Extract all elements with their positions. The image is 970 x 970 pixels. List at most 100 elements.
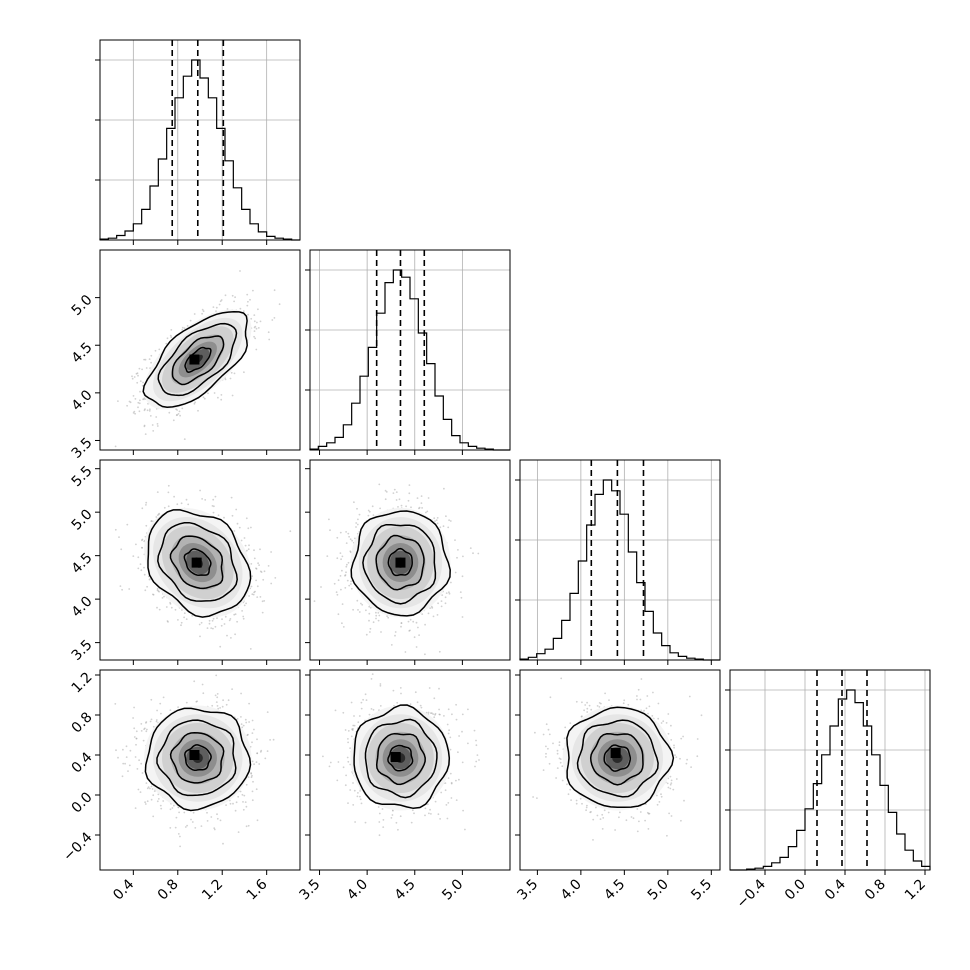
scatter-point (158, 608, 161, 611)
scatter-point (255, 568, 258, 570)
y-tick-label: 4.0 (69, 593, 96, 620)
scatter-point (216, 617, 218, 619)
scatter-point (247, 313, 249, 316)
scatter-point (247, 824, 250, 827)
scatter-point (263, 570, 266, 573)
scatter-point (349, 538, 352, 541)
scatter-point (170, 336, 173, 339)
scatter-point (289, 530, 292, 533)
scatter-point (194, 401, 197, 404)
scatter-point (176, 414, 179, 416)
scatter-point (128, 588, 131, 590)
y-tick-label: 5.5 (69, 463, 96, 490)
y-tick-label: 5.0 (69, 507, 96, 534)
scatter-point (211, 619, 214, 622)
scatter-point (136, 768, 139, 770)
scatter-point (261, 611, 264, 614)
scatter-point (242, 617, 245, 620)
scatter-point (240, 692, 243, 695)
scatter-point (148, 410, 151, 412)
scatter-point (369, 627, 372, 630)
scatter-point (145, 501, 148, 504)
scatter-point (441, 594, 444, 596)
scatter-point (166, 620, 169, 622)
scatter-point (259, 751, 262, 753)
scatter-point (450, 581, 452, 584)
scatter-point (356, 507, 358, 510)
scatter-point (445, 515, 447, 518)
scatter-point (128, 400, 131, 403)
scatter-point (243, 537, 246, 539)
scatter-point (199, 489, 202, 492)
panel-frame (99, 459, 301, 661)
scatter-point (253, 330, 256, 332)
scatter-point (357, 518, 359, 521)
scatter-point (137, 401, 140, 404)
scatter-point (251, 774, 253, 777)
scatter-point (340, 558, 342, 561)
scatter-point (167, 491, 170, 494)
scatter-point (390, 644, 393, 646)
scatter-point (353, 501, 355, 504)
scatter-point (118, 536, 120, 538)
scatter-point (326, 555, 329, 557)
scatter-point (238, 526, 241, 529)
scatter-point (368, 619, 370, 622)
scatter-point (432, 615, 435, 618)
scatter-point (150, 520, 153, 523)
scatter-point (345, 542, 348, 544)
scatter-point (156, 514, 159, 516)
scatter-point (217, 396, 219, 399)
scatter-point (157, 590, 160, 592)
scatter-point (247, 527, 250, 530)
y-tick-label: 3.5 (69, 435, 96, 462)
scatter-point (131, 375, 133, 378)
scatter-point (384, 489, 387, 492)
scatter-point (143, 573, 146, 576)
scatter-point (436, 522, 439, 525)
y-tick-label: 4.5 (69, 550, 96, 577)
x-tick-label: 1.2 (902, 876, 929, 903)
scatter-point (387, 616, 390, 619)
scatter-point (156, 709, 159, 712)
scatter-point (375, 617, 377, 620)
scatter-point (457, 549, 459, 551)
scatter-point (448, 592, 451, 595)
scatter-point (223, 516, 225, 519)
scatter-point (454, 539, 456, 541)
scatter-point (417, 626, 419, 629)
scatter-point (242, 310, 245, 312)
scatter-point (175, 414, 178, 417)
scatter-point (160, 807, 163, 810)
scatter-point (161, 597, 164, 599)
scatter-point (216, 693, 219, 695)
scatter-point (385, 491, 388, 493)
x-tick-label: 0.0 (782, 876, 809, 903)
scatter-point (154, 349, 157, 352)
scatter-point (174, 608, 177, 611)
scatter-point (336, 557, 339, 560)
scatter-point (368, 510, 371, 513)
scatter-point (349, 551, 352, 554)
scatter-point (169, 603, 172, 605)
histogram-panel-1 (305, 249, 511, 455)
scatter-point (136, 381, 139, 384)
scatter-point (171, 807, 174, 809)
scatter-point (344, 574, 347, 576)
scatter-point (415, 646, 418, 648)
scatter-point (255, 567, 257, 570)
contour-line (169, 535, 224, 590)
scatter-point (138, 367, 141, 370)
scatter-point (229, 802, 232, 805)
scatter-point (150, 520, 153, 522)
scatter-point (216, 696, 219, 699)
scatter-point (180, 624, 182, 627)
y-tick-label: 4.5 (69, 340, 96, 367)
scatter-point (339, 552, 342, 554)
scatter-point (149, 408, 151, 411)
scatter-point (121, 775, 124, 778)
scatter-point (143, 398, 145, 401)
scatter-point (151, 424, 154, 426)
scatter-point (178, 410, 181, 413)
scatter-point (145, 524, 148, 527)
